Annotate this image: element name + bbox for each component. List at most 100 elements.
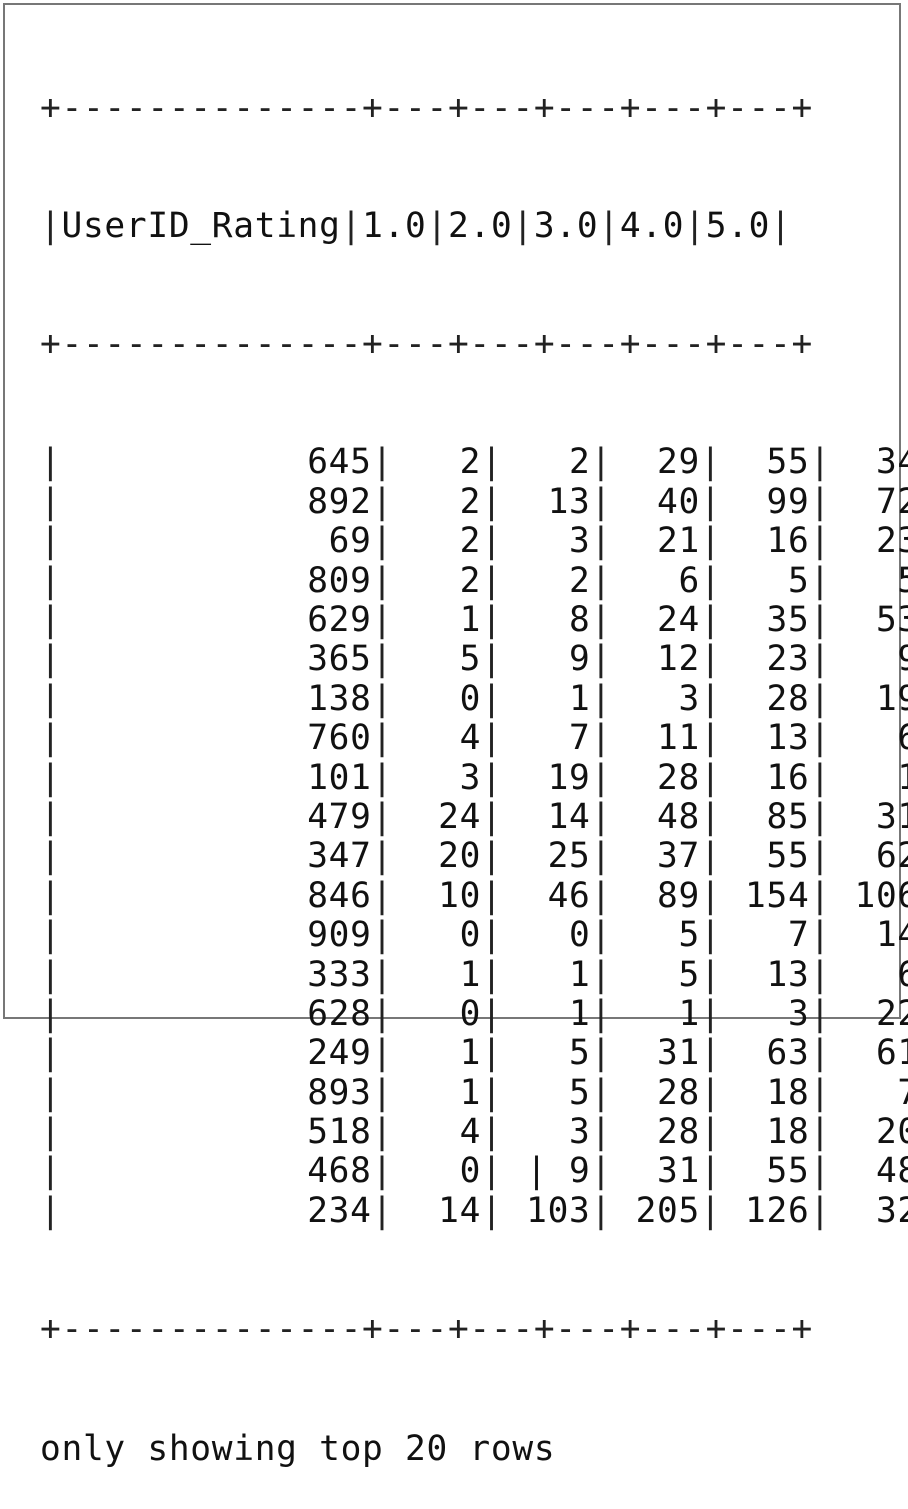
- dataframe-output: +--------------+---+---+---+---+---+ |Us…: [40, 10, 908, 1509]
- cell-userid: 809: [307, 560, 372, 601]
- cell-rating-1: 4: [459, 718, 482, 759]
- cell-rating-1: 0: [459, 1151, 482, 1192]
- cell-rating-1: 24: [438, 796, 482, 837]
- cell-userid: 347: [307, 836, 372, 877]
- cell-userid: 479: [307, 796, 372, 837]
- cell-rating-5: 19: [875, 678, 908, 719]
- cell-rating-4: 63: [766, 1033, 810, 1074]
- cell-rating-1: 1: [459, 599, 482, 640]
- cell-rating-3: 3: [678, 678, 700, 719]
- header-userid-rating: UserID_Rating: [61, 206, 341, 247]
- cell-rating-2: 1: [569, 678, 591, 719]
- header-rating-4: 4.0: [619, 206, 685, 247]
- cell-rating-2: 14: [547, 796, 591, 837]
- cell-rating-2: 103: [526, 1190, 591, 1231]
- cell-rating-1: 1: [459, 1033, 482, 1074]
- table-border-bottom: +--------------+---+---+---+---+---+: [40, 1309, 813, 1350]
- table-row: |760|4|7|11|13|6|: [40, 718, 908, 759]
- table-row: |629|1|8|24|35|53|: [40, 599, 908, 640]
- cell-rating-4: 13: [766, 954, 810, 995]
- cell-rating-1: 2: [459, 521, 482, 562]
- table-row: |909|0|0|5|7|14|: [40, 915, 908, 956]
- cell-rating-1: 3: [459, 757, 482, 798]
- cell-rating-1: 2: [459, 560, 482, 601]
- cell-userid: 645: [307, 442, 372, 483]
- cell-rating-2: 8: [569, 599, 591, 640]
- cell-userid: 468: [307, 1151, 372, 1192]
- cell-userid: 909: [307, 915, 372, 956]
- cell-userid: 893: [307, 1072, 372, 1113]
- cell-rating-3: 6: [678, 560, 700, 601]
- table-row: |846|10|46|89|154|106|: [40, 875, 908, 916]
- cell-rating-2: 19: [547, 757, 591, 798]
- cell-rating-1: 2: [459, 442, 482, 483]
- cell-rating-4: 55: [766, 1151, 810, 1192]
- cell-userid: 365: [307, 639, 372, 680]
- cell-rating-3: 5: [678, 915, 700, 956]
- table-border-top: +--------------+---+---+---+---+---+: [40, 87, 813, 128]
- table-border-mid: +--------------+---+---+---+---+---+: [40, 324, 813, 365]
- cell-rating-4: 16: [766, 521, 810, 562]
- cell-userid: 892: [307, 481, 372, 522]
- cell-rating-3: 205: [635, 1190, 700, 1231]
- cell-rating-5: 20: [875, 1112, 908, 1153]
- cell-rating-2: 3: [569, 521, 591, 562]
- cell-userid: 629: [307, 599, 372, 640]
- cell-userid: 234: [307, 1190, 372, 1231]
- cell-rating-1: 4: [459, 1112, 482, 1153]
- cell-rating-4: 23: [766, 639, 810, 680]
- cell-rating-4: 16: [766, 757, 810, 798]
- cell-rating-5: 23: [875, 521, 908, 562]
- cell-rating-4: 18: [766, 1072, 810, 1113]
- cell-rating-3: 31: [657, 1033, 700, 1074]
- table-row: |333|1|1|5|13|6|: [40, 954, 908, 995]
- cell-rating-5: 5: [831, 561, 908, 601]
- cell-rating-4: 55: [766, 836, 810, 877]
- cell-rating-2: 5: [569, 1033, 591, 1074]
- cell-rating-4: 3: [787, 993, 810, 1034]
- cell-rating-4: 154: [745, 875, 810, 916]
- header-rating-1: 1.0: [362, 206, 427, 247]
- table-row: |479|24|14|48|85|31|: [40, 796, 908, 837]
- cell-rating-3: 29: [657, 442, 700, 483]
- table-row: |234|14|103|205|126|32|: [40, 1190, 908, 1231]
- cell-rating-4: 126: [745, 1190, 810, 1231]
- cell-rating-5: 7: [831, 1073, 908, 1113]
- table-body: |645|2|2|29|55|34||892|2|13|40|99|72||69…: [40, 443, 908, 1231]
- cell-rating-2: 5: [569, 1072, 591, 1113]
- cell-rating-3: 48: [657, 796, 700, 837]
- cell-rating-3: 24: [657, 599, 700, 640]
- table-row: |645|2|2|29|55|34|: [40, 442, 908, 483]
- cell-rating-5: 53: [875, 599, 908, 640]
- cell-rating-4: 28: [766, 678, 810, 719]
- cell-rating-5: 62: [875, 836, 908, 877]
- cell-userid: 846: [307, 875, 372, 916]
- table-row: |893|1|5|28|18|7|: [40, 1072, 908, 1113]
- header-rating-3: 3.0: [533, 206, 599, 247]
- table-row: |628|0|1|1|3|22|: [40, 993, 908, 1034]
- cell-rating-4: 35: [766, 599, 810, 640]
- table-row: |892|2|13|40|99|72|: [40, 481, 908, 522]
- cell-rating-2: | 9: [526, 1151, 591, 1192]
- cell-rating-3: 40: [657, 481, 700, 522]
- cell-userid: 249: [307, 1033, 372, 1074]
- cell-rating-5: 48: [875, 1151, 908, 1192]
- cell-rating-5: 32: [875, 1190, 908, 1231]
- cell-userid: 69: [328, 521, 372, 562]
- cell-rating-5: 31: [875, 796, 908, 837]
- cell-userid: 628: [307, 993, 372, 1034]
- cell-rating-2: 9: [569, 639, 591, 680]
- cell-rating-5: 9: [831, 639, 908, 679]
- cell-rating-5: 6: [831, 718, 908, 758]
- cell-userid: 138: [307, 678, 372, 719]
- cell-rating-1: 1: [459, 1072, 482, 1113]
- cell-rating-1: 5: [459, 639, 482, 680]
- cell-rating-4: 99: [766, 481, 810, 522]
- cell-rating-5: 72: [875, 481, 908, 522]
- table-row: |809|2|2|6|5|5|: [40, 560, 908, 601]
- cell-userid: 333: [307, 954, 372, 995]
- cell-rating-2: 1: [569, 954, 591, 995]
- header-rating-2: 2.0: [448, 206, 513, 247]
- cell-rating-2: 3: [569, 1112, 591, 1153]
- cell-rating-4: 85: [766, 796, 810, 837]
